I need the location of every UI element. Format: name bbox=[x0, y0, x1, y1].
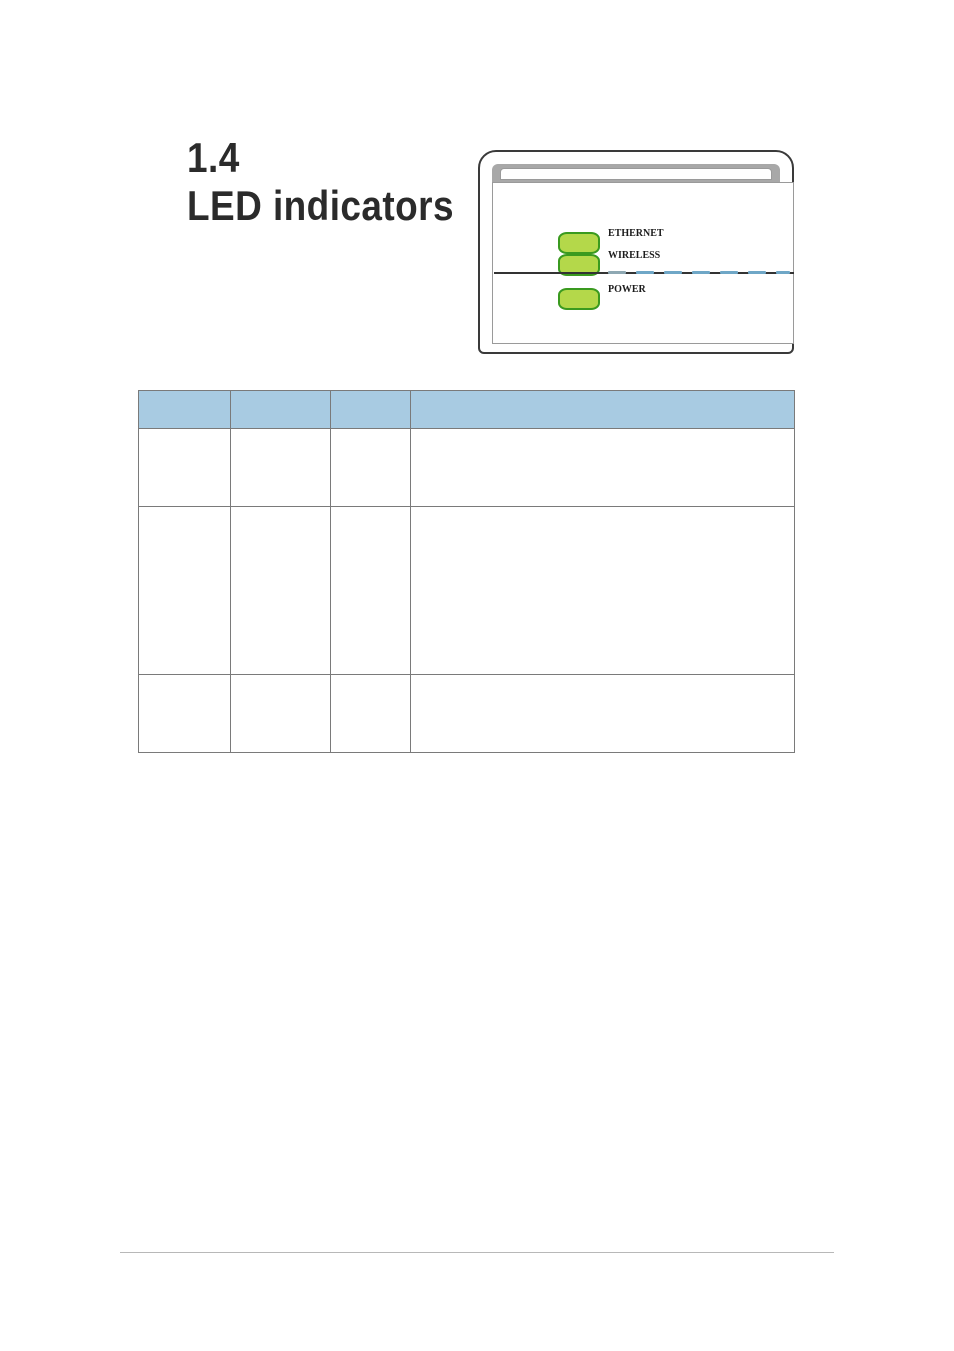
table-header-row bbox=[139, 391, 795, 429]
th-0 bbox=[139, 391, 231, 429]
device-slot-segment bbox=[748, 271, 766, 274]
th-3 bbox=[411, 391, 795, 429]
device-slot-segment bbox=[636, 271, 654, 274]
device-illustration: ETHERNET WIRELESS POWER bbox=[478, 150, 794, 354]
td bbox=[331, 675, 411, 753]
th-1 bbox=[231, 391, 331, 429]
device-face bbox=[492, 182, 794, 344]
led-power bbox=[558, 288, 600, 310]
device-slot-segment bbox=[664, 271, 682, 274]
td bbox=[231, 507, 331, 675]
td bbox=[139, 429, 231, 507]
page: 1.4 LED indicators ETHERNET WIRELESS POW… bbox=[0, 0, 954, 1351]
td bbox=[231, 429, 331, 507]
td bbox=[411, 507, 795, 675]
led-ethernet-label: ETHERNET bbox=[608, 228, 664, 239]
device-slot-segment bbox=[720, 271, 738, 274]
td bbox=[331, 507, 411, 675]
section-heading: 1.4 LED indicators bbox=[138, 86, 490, 278]
td bbox=[139, 507, 231, 675]
td bbox=[139, 675, 231, 753]
led-wireless-label: WIRELESS bbox=[608, 250, 660, 261]
td bbox=[411, 429, 795, 507]
section-title: LED indicators bbox=[187, 182, 454, 230]
th-2 bbox=[331, 391, 411, 429]
device-slot-segment bbox=[776, 271, 790, 274]
device-slot-segment bbox=[692, 271, 710, 274]
led-ethernet bbox=[558, 232, 600, 254]
footer-rule bbox=[120, 1252, 834, 1253]
table-row bbox=[139, 507, 795, 675]
device-slot-segment bbox=[608, 271, 626, 274]
led-power-label: POWER bbox=[608, 284, 646, 295]
td bbox=[331, 429, 411, 507]
section-number: 1.4 bbox=[187, 134, 240, 182]
td bbox=[231, 675, 331, 753]
td bbox=[411, 675, 795, 753]
led-table bbox=[138, 390, 795, 753]
device-top-inner bbox=[500, 168, 772, 180]
table-row bbox=[139, 429, 795, 507]
table-row bbox=[139, 675, 795, 753]
